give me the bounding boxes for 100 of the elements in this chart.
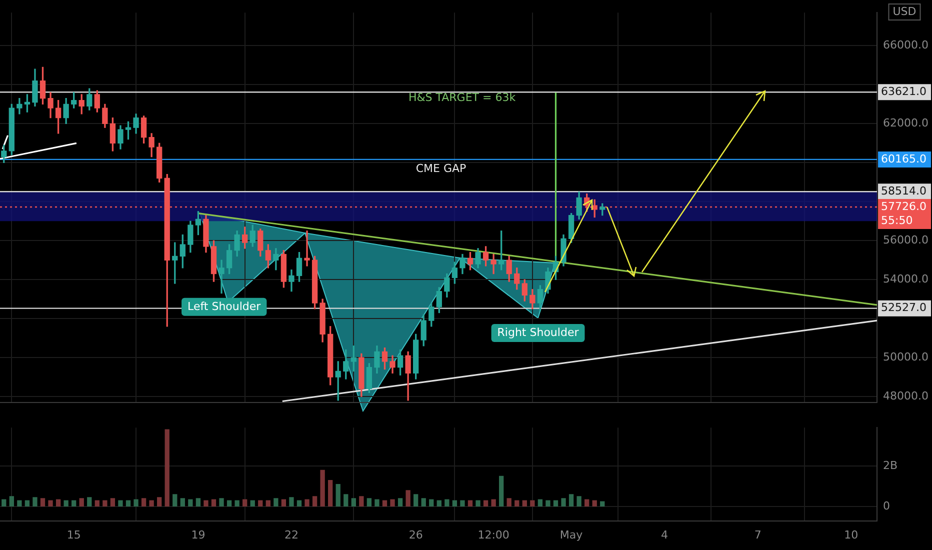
bar	[180, 498, 185, 506]
bar	[406, 490, 410, 506]
bar	[266, 500, 270, 506]
candlestick	[490, 254, 496, 274]
y-tick-label: 56000.0	[883, 233, 928, 246]
text: USD	[892, 4, 916, 18]
bar	[421, 498, 426, 506]
bar	[118, 500, 123, 506]
x-tick-label: 4	[661, 528, 668, 542]
bar	[344, 494, 348, 506]
x-tick-label: 10	[844, 528, 858, 542]
bar	[134, 499, 138, 506]
bar	[219, 498, 224, 506]
bar	[468, 500, 473, 506]
bar	[592, 500, 597, 506]
bar	[188, 499, 193, 506]
ref-line-label: 58514.0	[881, 184, 926, 198]
ref-line-label: 57726.0 55:50	[881, 200, 926, 227]
bar	[40, 498, 46, 506]
bar	[149, 500, 154, 506]
bar	[328, 480, 333, 506]
bar	[491, 499, 496, 506]
x-tick-label: 19	[191, 528, 206, 542]
candlestick	[218, 260, 224, 294]
annotation: CME GAP	[416, 162, 467, 175]
bar	[164, 429, 170, 506]
bar	[126, 500, 131, 506]
bar	[436, 500, 442, 506]
bar	[17, 500, 22, 506]
bar	[9, 496, 14, 506]
bar	[600, 501, 605, 506]
bar	[274, 498, 278, 506]
bar	[234, 500, 240, 506]
bar	[351, 498, 356, 506]
bar	[398, 498, 403, 506]
bar	[289, 497, 294, 506]
bar	[196, 498, 201, 506]
bar	[429, 499, 434, 506]
x-tick-label: 12:00	[478, 528, 510, 542]
bar	[281, 499, 286, 506]
bar	[204, 500, 208, 506]
bar	[483, 500, 488, 506]
bar	[250, 500, 255, 506]
bar	[506, 498, 512, 506]
bar	[172, 494, 178, 506]
x-tick-label: 22	[284, 528, 298, 542]
bar	[374, 499, 380, 506]
y-tick-label: 66000.0	[883, 38, 928, 52]
x-tick-label: May	[560, 528, 584, 542]
bar	[87, 497, 92, 506]
bar	[561, 498, 566, 506]
bar	[48, 500, 53, 506]
x-tick-label: 7	[754, 528, 762, 542]
bar	[499, 476, 504, 506]
bar	[530, 500, 535, 506]
y-tick-label: 0	[883, 499, 890, 512]
bar	[304, 499, 310, 506]
bar	[336, 484, 340, 506]
ref-line-label: 52527.0	[881, 301, 926, 314]
bar	[32, 497, 38, 506]
bar	[546, 500, 550, 506]
ref-line-label: 60165.0	[881, 152, 926, 166]
bar	[242, 499, 248, 506]
bar	[211, 499, 216, 506]
annotation: Left Shoulder	[188, 300, 262, 313]
bar	[514, 500, 520, 506]
bar	[72, 500, 76, 506]
bar	[79, 498, 84, 506]
bar	[258, 500, 263, 506]
bar	[538, 499, 543, 506]
bar	[141, 498, 146, 506]
bar	[576, 496, 582, 506]
annotation: Right Shoulder	[497, 326, 580, 339]
bar	[102, 500, 108, 506]
bar	[568, 494, 574, 506]
bar	[359, 496, 364, 506]
bar	[476, 500, 480, 506]
bar	[366, 498, 372, 506]
bar	[157, 497, 162, 506]
bar	[296, 500, 302, 506]
bar	[226, 500, 232, 506]
bar	[382, 500, 388, 506]
bar	[24, 500, 30, 506]
candlestick	[304, 230, 310, 266]
bar	[444, 499, 450, 506]
bar	[584, 499, 590, 506]
bar	[460, 500, 465, 506]
y-tick-label: 48000.0	[883, 389, 928, 402]
y-tick-label: 54000.0	[883, 272, 928, 286]
bar	[390, 499, 395, 506]
bar	[553, 500, 558, 506]
bar	[110, 498, 116, 506]
bar	[2, 499, 6, 506]
y-tick-label: 50000.0	[883, 350, 928, 364]
x-tick-label: 26	[408, 528, 423, 542]
bar	[312, 496, 318, 506]
bar	[320, 470, 325, 506]
x-tick-label: 15	[66, 528, 81, 542]
y-tick-label: 62000.0	[883, 116, 928, 130]
bar	[56, 499, 61, 506]
